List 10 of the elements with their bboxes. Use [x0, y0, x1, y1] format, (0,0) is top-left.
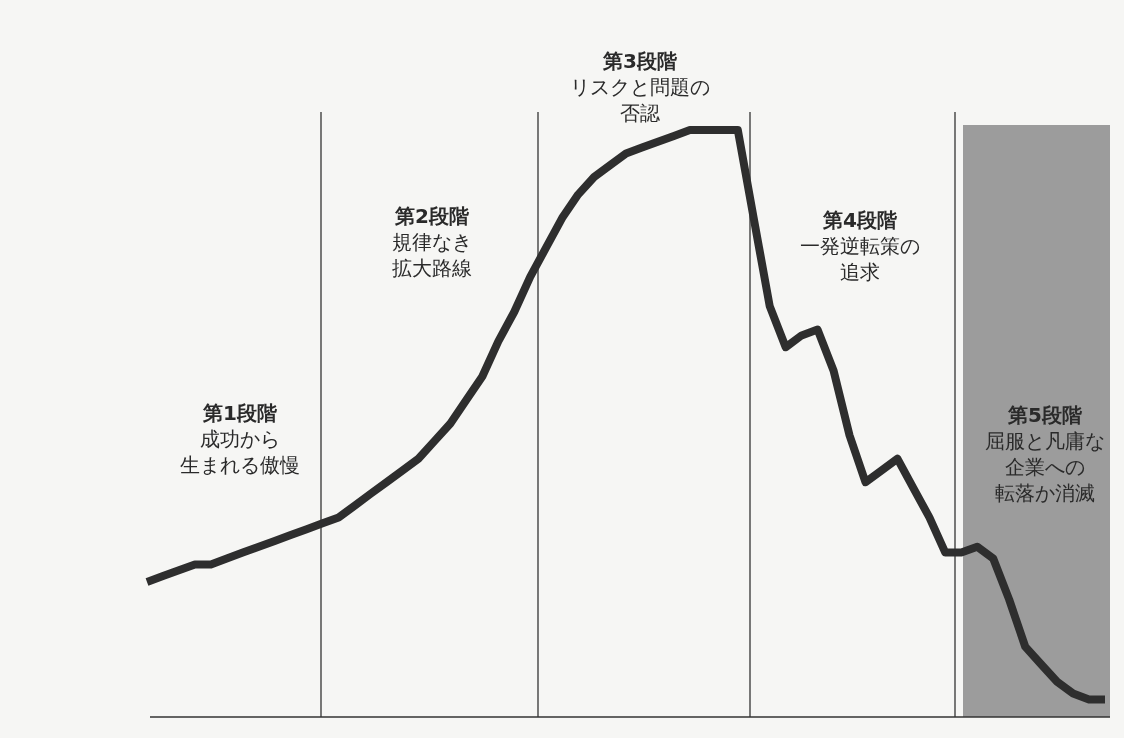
annotation: 第5段階	[1007, 402, 1083, 428]
text: リスクと問題の否認	[570, 74, 710, 126]
annotation: 成功から生まれる傲慢	[180, 426, 300, 478]
annotation: 規律なき拡大路線	[392, 229, 472, 281]
annotation: 第2段階	[394, 203, 470, 229]
annotation: 一発逆転策の追求	[800, 233, 920, 285]
text: 第3段階	[602, 48, 678, 74]
annotation: 屈服と凡庸な企業への転落か消滅	[985, 428, 1105, 506]
annotation: 第4段階	[822, 207, 898, 233]
annotation: 第1段階	[202, 400, 278, 426]
